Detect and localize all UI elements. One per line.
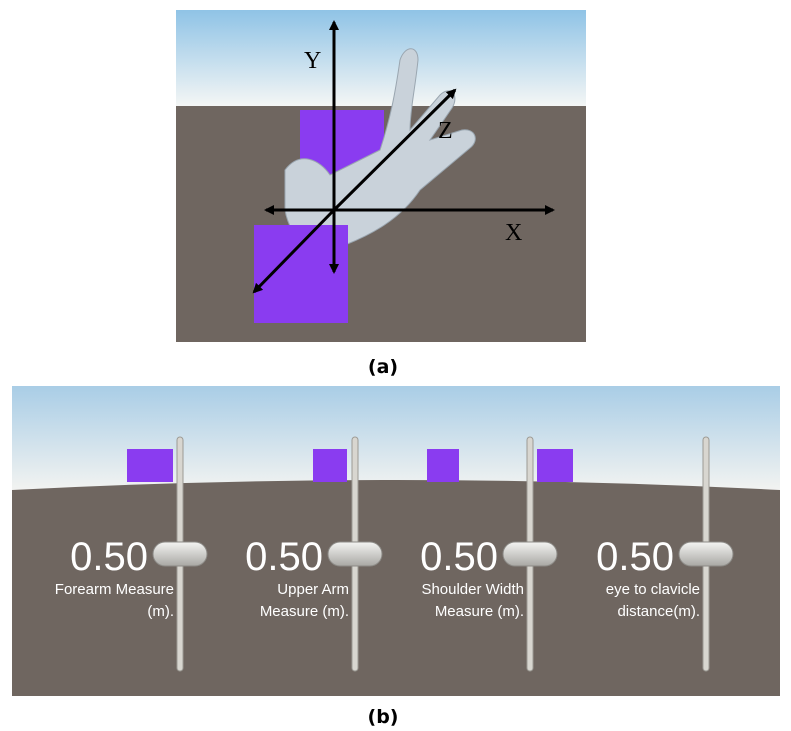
slider-label: Forearm Measure [55, 581, 174, 598]
sky [176, 10, 586, 106]
axis-label: Y [304, 48, 321, 74]
cube [427, 449, 459, 482]
slider-label: Upper Arm [277, 581, 349, 598]
cube [313, 449, 347, 482]
cube [537, 449, 573, 482]
slider-knob [679, 542, 733, 566]
panel-b: (b) 0.50 Forearm Measure (m). 0.50 Upper Arm… [12, 386, 780, 728]
slider-knob [328, 542, 382, 566]
slider-knob [503, 542, 557, 566]
axis-label: Z [438, 118, 453, 144]
caption: (a) [368, 356, 398, 378]
slider-value: 0.50 [596, 535, 674, 579]
axis-label: X [505, 220, 522, 246]
slider-value: 0.50 [420, 535, 498, 579]
caption: (b) [368, 706, 399, 728]
figure: Y Z X (a) (b) 0.50 Forearm Measure (m). 0.5… [0, 0, 791, 731]
cube [127, 449, 173, 482]
slider-knob [153, 542, 207, 566]
slider-label: distance(m). [617, 603, 700, 620]
slider-label: (m). [147, 603, 174, 620]
slider-label: Measure (m). [260, 603, 349, 620]
slider-value: 0.50 [245, 535, 323, 579]
slider-label: Shoulder Width [421, 581, 524, 598]
panel-a: Y Z X (a) [176, 10, 586, 378]
slider-value: 0.50 [70, 535, 148, 579]
slider-label: Measure (m). [435, 603, 524, 620]
slider-label: eye to clavicle [606, 581, 700, 598]
